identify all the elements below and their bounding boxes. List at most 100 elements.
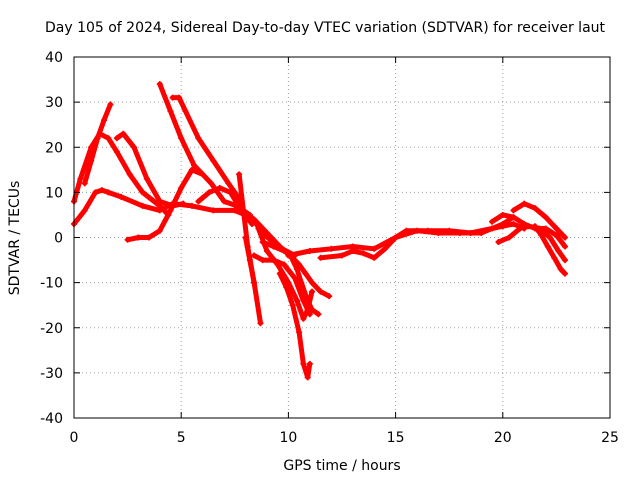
x-tick-label: 0	[70, 430, 79, 446]
y-axis-label: SDTVAR / TECUs	[7, 181, 23, 296]
data-point	[304, 374, 311, 381]
data-point	[555, 248, 562, 255]
data-point	[392, 234, 399, 241]
data-point	[156, 81, 163, 88]
series-arc-6	[157, 81, 298, 258]
data-point	[326, 293, 333, 300]
data-point	[315, 311, 322, 318]
data-point	[499, 223, 506, 230]
data-point	[251, 279, 258, 286]
data-point	[381, 245, 388, 252]
data-point	[371, 254, 378, 261]
series-arc-2	[71, 131, 171, 218]
data-point	[195, 135, 202, 142]
data-point	[231, 207, 238, 214]
data-point	[107, 101, 114, 108]
data-point	[306, 360, 313, 367]
x-tick-label: 25	[601, 430, 619, 446]
grid-lines	[74, 57, 610, 418]
data-point	[92, 189, 99, 196]
data-point	[188, 202, 195, 209]
data-point	[274, 261, 281, 268]
data-point	[131, 144, 138, 151]
data-point	[553, 232, 560, 239]
data-point	[506, 234, 513, 241]
data-point	[339, 252, 345, 259]
data-point	[489, 218, 496, 225]
series-arc-3	[82, 101, 113, 186]
data-point	[293, 297, 300, 304]
data-point	[276, 270, 283, 277]
data-point	[206, 189, 213, 196]
data-point	[156, 227, 163, 234]
data-point	[296, 329, 303, 336]
data-point	[360, 250, 367, 257]
data-point	[561, 243, 568, 250]
data-point	[182, 108, 189, 115]
data-point	[251, 216, 258, 223]
y-tick-label: 40	[45, 50, 63, 66]
data-point	[308, 279, 315, 286]
data-point	[328, 245, 335, 252]
data-point	[242, 234, 249, 241]
data-point	[495, 239, 502, 246]
data-point	[210, 157, 217, 164]
data-point	[553, 225, 560, 232]
data-point	[349, 248, 356, 255]
data-point	[308, 288, 315, 295]
data-point	[293, 266, 300, 273]
data-point	[289, 302, 296, 309]
data-point	[521, 200, 528, 207]
data-point	[317, 288, 324, 295]
data-point	[531, 223, 538, 230]
x-tick-label: 20	[494, 430, 512, 446]
data-point	[424, 227, 431, 234]
data-point	[180, 200, 187, 207]
data-point	[118, 193, 125, 200]
data-point	[561, 257, 568, 264]
data-point	[542, 225, 549, 232]
data-point	[210, 207, 217, 214]
data-point	[98, 187, 105, 194]
data-point	[510, 207, 517, 214]
data-point	[403, 227, 410, 234]
data-point	[88, 157, 95, 164]
data-point	[248, 220, 255, 227]
data-point	[246, 257, 253, 264]
data-point	[542, 214, 549, 221]
data-point	[281, 248, 288, 255]
data-point	[77, 175, 84, 182]
data-point	[81, 180, 88, 187]
data-point	[546, 234, 553, 241]
data-point	[101, 117, 108, 124]
data-point	[446, 227, 453, 234]
data-point	[525, 223, 532, 230]
data-point	[208, 180, 215, 187]
data-point	[531, 205, 538, 212]
data-point	[304, 306, 311, 313]
data-point	[113, 148, 120, 155]
y-tick-label: 0	[54, 231, 63, 247]
series-arc-19	[511, 201, 568, 240]
data-point	[283, 284, 290, 291]
data-point	[516, 225, 523, 232]
data-point	[143, 175, 150, 182]
data-point	[216, 184, 223, 191]
data-point	[255, 225, 262, 232]
x-axis-label: GPS time / hours	[283, 458, 400, 474]
data-point	[285, 252, 292, 259]
data-point	[81, 207, 88, 214]
plot-frame	[73, 56, 611, 419]
y-tick-label: -10	[40, 276, 63, 292]
data-point	[561, 270, 568, 277]
data-point	[178, 184, 185, 191]
data-point	[227, 189, 234, 196]
data-point	[551, 254, 558, 261]
y-tick-label: -20	[40, 321, 63, 337]
data-point	[126, 171, 133, 178]
y-tick-label: 30	[45, 95, 63, 111]
data-point	[94, 135, 101, 142]
data-point	[291, 275, 298, 282]
data-point	[146, 234, 153, 241]
